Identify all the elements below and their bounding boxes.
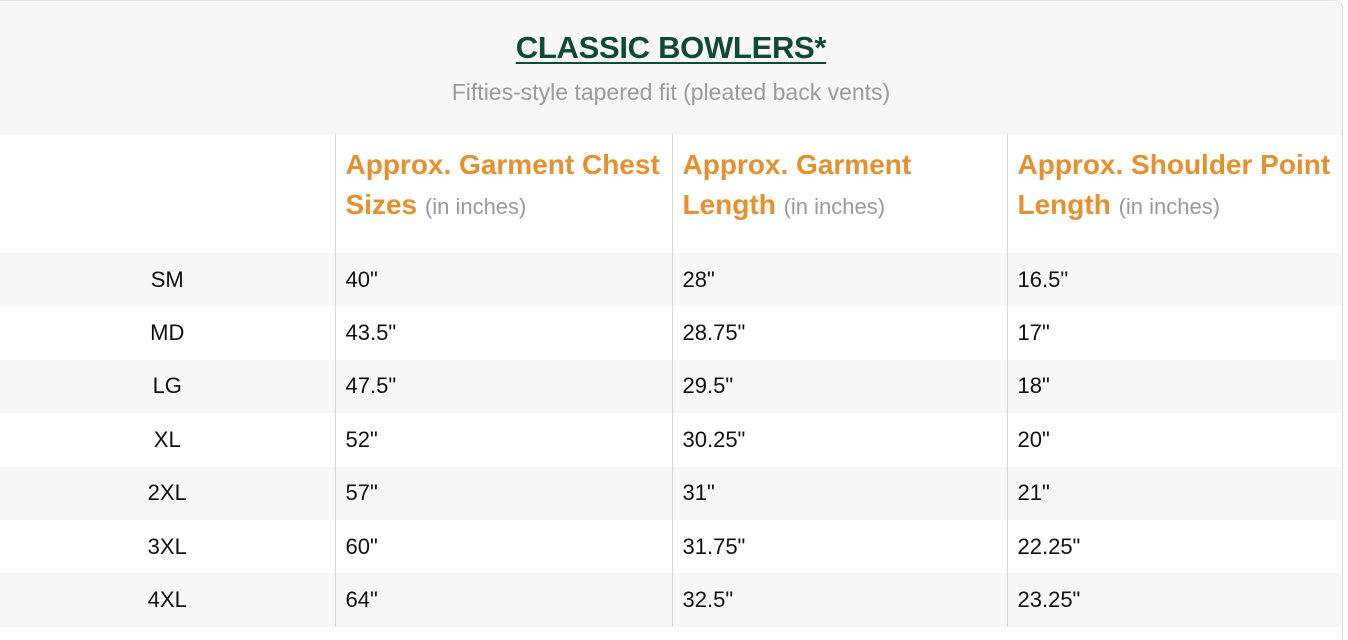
length-cell: 28" [671, 253, 1007, 307]
shoulder-cell: 21" [1006, 466, 1342, 520]
size-cell: LG [0, 359, 335, 414]
header-empty [0, 135, 335, 253]
chest-cell: 40" [334, 253, 672, 307]
chest-cell: 57" [334, 466, 672, 520]
table-row: XL 52" 30.25" 20" [0, 413, 1342, 467]
size-cell: 2XL [0, 466, 335, 520]
shoulder-cell: 17" [1006, 306, 1342, 360]
table-row: 4XL 64" 32.5" 23.25" [0, 573, 1342, 627]
size-cell: 4XL [0, 573, 335, 627]
header-chest: Approx. Garment Chest Sizes (in inches) [334, 135, 672, 253]
header-unit: (in inches) [424, 194, 527, 219]
table-row: LG 47.5" 29.5" 18" [0, 359, 1342, 414]
length-cell: 28.75" [671, 306, 1007, 360]
chest-cell: 43.5" [334, 306, 672, 360]
header-label: Approx. Shoulder Point Length [1017, 149, 1331, 220]
table-row: SM 40" 28" 16.5" [0, 253, 1342, 307]
length-cell: 30.25" [671, 413, 1007, 467]
length-cell: 32.5" [671, 573, 1007, 627]
shoulder-cell: 22.25" [1006, 519, 1342, 574]
shoulder-cell: 18" [1006, 359, 1342, 414]
chart-header: CLASSIC BOWLERS* Fifties-style tapered f… [0, 1, 1342, 135]
size-cell: XL [153, 426, 181, 452]
size-cell: MD [150, 320, 185, 346]
table-row: 2XL 57" 31" 21" [0, 466, 1342, 520]
table-row: MD 43.5" 28.75" 17" [0, 306, 1342, 360]
length-cell: 29.5" [671, 359, 1007, 414]
chart-title: CLASSIC BOWLERS* [515, 30, 827, 65]
chest-cell: 60" [334, 519, 672, 574]
header-length: Approx. Garment Length (in inches) [671, 135, 1007, 253]
size-table: Approx. Garment Chest Sizes (in inches) … [0, 135, 1342, 627]
length-cell: 31.75" [671, 519, 1007, 574]
size-cell: 3XL [147, 533, 187, 559]
shoulder-cell: 16.5" [1006, 253, 1342, 307]
chart-subtitle: Fifties-style tapered fit (pleated back … [451, 79, 891, 105]
header-unit: (in inches) [783, 194, 886, 219]
table-row: 3XL 60" 31.75" 22.25" [0, 519, 1342, 574]
size-cell: SM [0, 253, 335, 307]
chest-cell: 52" [334, 413, 672, 467]
chest-cell: 47.5" [334, 359, 672, 414]
table-header-row: Approx. Garment Chest Sizes (in inches) … [0, 135, 1342, 253]
header-unit: (in inches) [1118, 194, 1221, 219]
shoulder-cell: 23.25" [1006, 573, 1342, 627]
header-label: Approx. Garment Chest Sizes [345, 149, 660, 220]
chest-cell: 64" [334, 573, 672, 627]
shoulder-cell: 20" [1006, 413, 1342, 467]
header-label: Approx. Garment Length [682, 149, 912, 220]
header-shoulder: Approx. Shoulder Point Length (in inches… [1006, 135, 1342, 253]
length-cell: 31" [671, 466, 1007, 520]
